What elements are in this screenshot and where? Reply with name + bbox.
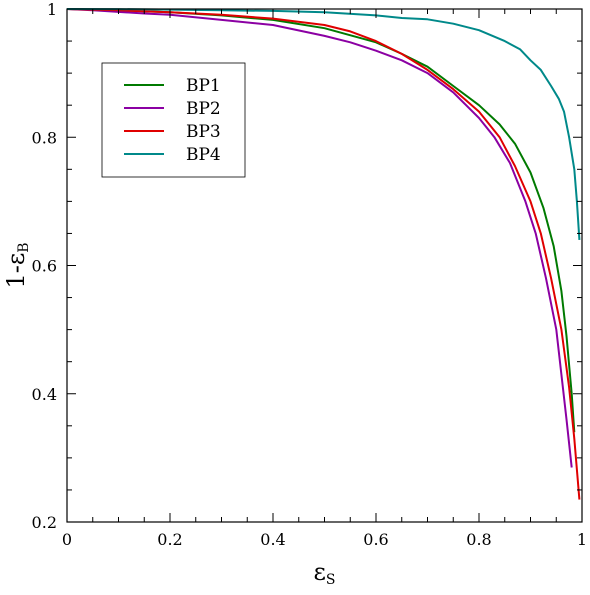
x-tick-label: 0.2 [157,530,182,549]
y-tick-label: 0.8 [32,128,57,147]
x-tick-label: 1 [577,530,587,549]
x-axis-label: εS [313,558,335,588]
legend-box [101,62,246,178]
series-line-bp3 [66,8,581,500]
ticks-layer [66,8,583,523]
legend-label-bp2: BP2 [186,99,221,119]
x-tick-label: 0.4 [260,530,285,549]
legend-label-bp1: BP1 [186,76,221,96]
x-tick-label: 0.6 [363,530,388,549]
y-axis-label: 1-εB [2,242,32,288]
x-tick-label: 0.8 [466,530,491,549]
y-tick-label: 0.2 [32,513,57,532]
y-tick-label: 0.6 [32,257,57,276]
tick-labels: 0 0.2 0.4 0.6 0.8 1 0.2 0.4 0.6 0.8 1 [32,0,588,549]
legend-label-bp4: BP4 [186,145,221,165]
series-line-bp2 [66,8,573,468]
y-tick-label: 0.4 [32,385,57,404]
y-tick-label: 1 [47,0,57,19]
x-tick-label: 0 [62,530,72,549]
legend-label-bp3: BP3 [186,122,221,142]
legend-items: BP1 BP2 BP3 BP4 [124,76,221,165]
legend: BP1 BP2 BP3 BP4 [101,62,246,178]
